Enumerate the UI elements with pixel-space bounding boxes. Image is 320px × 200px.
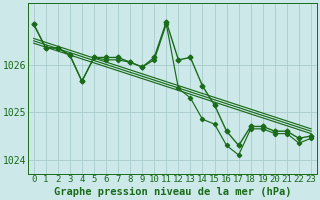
X-axis label: Graphe pression niveau de la mer (hPa): Graphe pression niveau de la mer (hPa) — [53, 187, 291, 197]
